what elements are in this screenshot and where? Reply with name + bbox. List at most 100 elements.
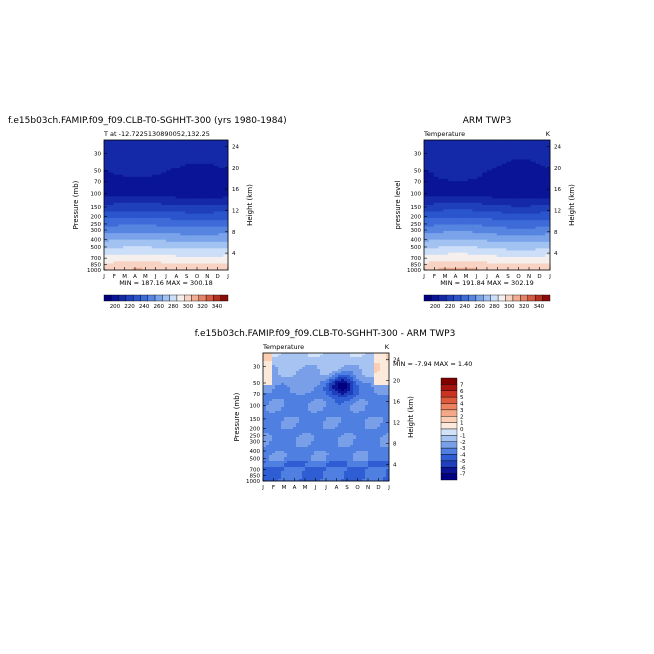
field-cell: [266, 367, 270, 370]
field-cell: [281, 417, 285, 420]
field-cell: [501, 172, 507, 176]
field-cell: [448, 200, 454, 204]
field-cell: [127, 241, 134, 245]
field-cell: [132, 192, 138, 195]
field-cell: [491, 211, 498, 215]
field-cell: [457, 153, 464, 156]
field-cell: [506, 224, 512, 228]
field-cell: [118, 170, 124, 173]
field-cell: [204, 222, 210, 225]
field-cell: [175, 231, 181, 234]
x-tick-label: M: [122, 274, 127, 280]
field-cell: [204, 157, 210, 160]
field-cell: [296, 397, 300, 400]
field-cell: [462, 259, 469, 262]
field-cell: [132, 222, 138, 225]
field-cell: [218, 170, 224, 173]
field-cell: [284, 359, 288, 362]
y-right-tick-label: 4: [554, 251, 558, 257]
field-cell: [314, 359, 318, 362]
field-cell: [335, 399, 339, 402]
field-cell: [272, 359, 276, 362]
field-cell: [185, 198, 191, 202]
field-cell: [302, 421, 306, 424]
field-cell: [199, 215, 205, 219]
field-cell: [146, 215, 153, 219]
field-cell: [199, 261, 205, 264]
field-cell: [213, 192, 219, 195]
field-cell: [185, 179, 191, 182]
field-cell: [199, 226, 205, 230]
field-cell: [332, 373, 336, 376]
field-cell: [506, 267, 512, 271]
field-cell: [161, 231, 167, 234]
field-cell: [530, 220, 536, 223]
field-cell: [482, 189, 488, 193]
field-cell: [278, 407, 282, 410]
field-cell: [472, 222, 478, 225]
field-cell: [118, 144, 124, 147]
field-cell: [123, 209, 129, 212]
field-cell: [156, 228, 162, 232]
field-cell: [472, 168, 478, 171]
field-cell: [496, 259, 502, 262]
field-cell: [377, 385, 381, 388]
field-cell: [123, 181, 129, 184]
field-cell: [137, 213, 143, 217]
field-cell: [266, 385, 270, 388]
field-cell: [281, 393, 285, 396]
field-cell: [305, 397, 309, 400]
field-cell: [317, 361, 321, 364]
field-cell: [175, 179, 181, 182]
field-cell: [156, 224, 162, 228]
field-cell: [477, 189, 483, 193]
field-cell: [428, 183, 435, 186]
field-cell: [344, 427, 348, 430]
field-cell: [311, 419, 315, 422]
field-cell: [180, 220, 186, 223]
y-tick-label: 500: [411, 245, 422, 251]
field-cell: [151, 211, 157, 215]
field-cell: [166, 155, 172, 158]
field-cell: [302, 353, 306, 356]
field-cell: [496, 261, 502, 264]
panel-obs-subtitle-left: Temperature: [423, 130, 465, 138]
field-cell: [317, 385, 321, 388]
field-cell: [132, 142, 138, 145]
field-cell: [453, 183, 459, 186]
field-cell: [506, 209, 512, 212]
field-cell: [290, 379, 294, 382]
field-cell: [545, 228, 551, 232]
field-cell: [438, 205, 444, 208]
field-cell: [356, 357, 360, 360]
field-cell: [516, 222, 522, 225]
field-cell: [462, 244, 469, 247]
field-cell: [218, 222, 224, 225]
field-cell: [223, 155, 229, 158]
field-cell: [453, 265, 459, 269]
field-cell: [472, 200, 478, 204]
field-cell: [545, 248, 551, 251]
field-cell: [204, 239, 210, 243]
field-cell: [535, 140, 541, 143]
field-cell: [335, 401, 339, 404]
field-cell: [156, 263, 162, 267]
field-cell: [530, 202, 536, 206]
field-cell: [520, 205, 527, 208]
field-cell: [113, 239, 119, 243]
field-cell: [189, 261, 196, 264]
field-cell: [377, 407, 381, 410]
field-cell: [356, 373, 360, 376]
field-cell: [487, 207, 493, 210]
field-cell: [457, 179, 464, 182]
field-cell: [516, 198, 522, 202]
field-cell: [296, 409, 300, 412]
field-cell: [453, 196, 459, 199]
field-cell: [545, 179, 551, 182]
field-cell: [305, 355, 309, 358]
field-cell: [362, 427, 366, 430]
field-cell: [180, 163, 186, 167]
field-cell: [477, 144, 483, 147]
field-cell: [185, 267, 191, 271]
field-cell: [530, 261, 536, 264]
